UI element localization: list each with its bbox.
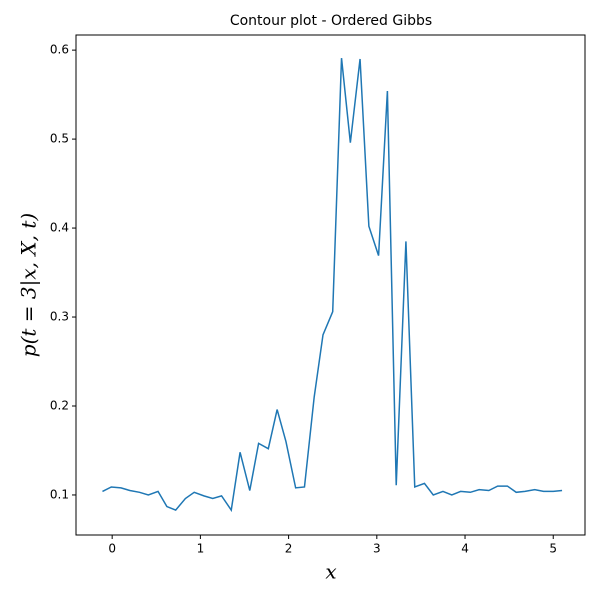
x-tick-label: 3 xyxy=(373,542,381,556)
y-tick-label: 0.2 xyxy=(50,398,69,412)
x-axis-label: x xyxy=(325,560,336,584)
x-tick-label: 5 xyxy=(549,542,557,556)
y-tick-label: 0.4 xyxy=(50,221,69,235)
y-axis-label: p(t = 3|x, X, t) xyxy=(17,213,42,357)
x-tick-label: 1 xyxy=(197,542,205,556)
data-line xyxy=(102,58,563,513)
plot-frame xyxy=(75,34,586,536)
y-tick-label: 0.3 xyxy=(50,310,69,324)
x-tick-label: 4 xyxy=(461,542,469,556)
x-tick-label: 0 xyxy=(108,542,116,556)
x-tick-label: 2 xyxy=(285,542,293,556)
y-tick-label: 0.6 xyxy=(50,43,69,57)
chart-title: Contour plot - Ordered Gibbs xyxy=(230,13,432,29)
y-tick-label: 0.5 xyxy=(50,132,69,146)
y-tick-label: 0.1 xyxy=(50,487,69,501)
